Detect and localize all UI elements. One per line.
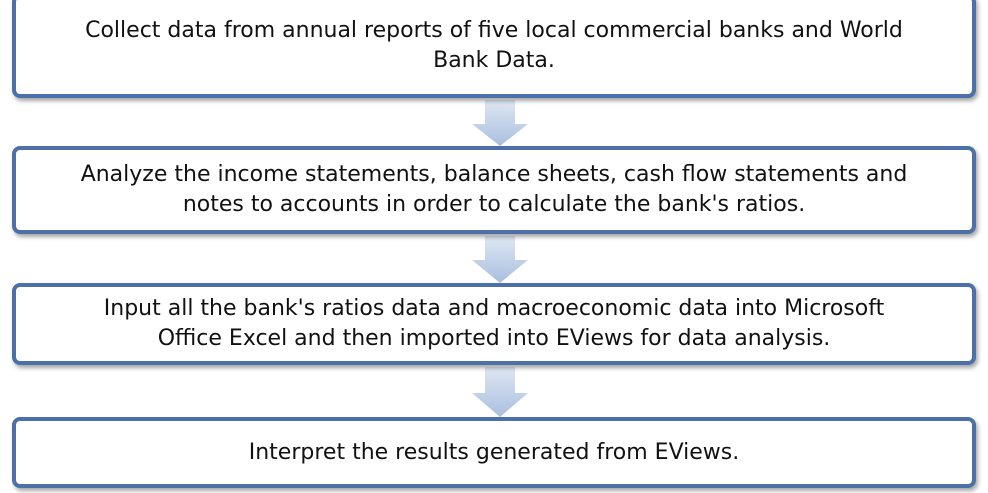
step-text: Input all the bank's ratios data and mac… <box>103 296 885 321</box>
step-text: Interpret the results generated from EVi… <box>248 439 740 465</box>
arrow <box>472 367 528 417</box>
arrow <box>472 236 528 283</box>
step-box: Input all the bank's ratios data and mac… <box>12 283 976 365</box>
arrow <box>472 100 528 146</box>
step-text: Office Excel and then imported into EVie… <box>157 326 831 351</box>
step-box: Analyze the income statements, balance s… <box>12 146 976 234</box>
step-text: Analyze the income statements, balance s… <box>80 162 908 187</box>
step-box: Interpret the results generated from EVi… <box>12 417 976 488</box>
step-box: Collect data from annual reports of five… <box>12 0 976 98</box>
step-text: notes to accounts in order to calculate … <box>182 192 806 217</box>
step-text: Bank Data. <box>433 48 555 73</box>
step-text: Collect data from annual reports of five… <box>85 18 903 43</box>
